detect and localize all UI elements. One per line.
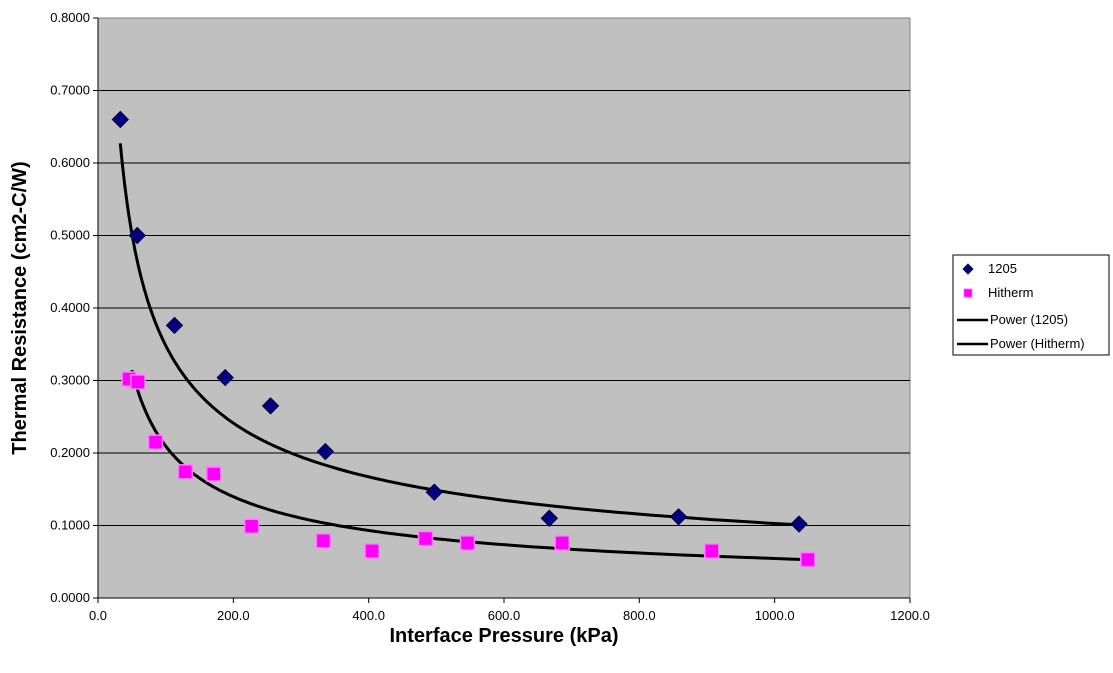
legend-label-power-1205: Power (1205) — [990, 312, 1068, 327]
marker-series-0 — [261, 397, 280, 415]
gridlines — [98, 90, 910, 526]
marker-series-0 — [316, 442, 335, 461]
marker-series-1 — [703, 543, 720, 559]
trendline-1 — [130, 369, 808, 562]
marker-series-0 — [669, 508, 688, 526]
marker-series-1 — [315, 532, 332, 549]
legend-marker-1205 — [962, 263, 974, 275]
x-axis-title: Interface Pressure (kPa) — [389, 625, 618, 647]
marker-series-0 — [790, 515, 808, 533]
marker-series-1 — [364, 543, 380, 559]
x-tick-label: 400.0 — [352, 608, 385, 623]
y-tick-label: 0.5000 — [50, 228, 90, 243]
marker-series-1 — [417, 530, 434, 547]
data-markers — [111, 110, 816, 568]
y-axis-ticks: 0.0000 0.1000 0.2000 0.3000 0.4000 0.5000 0.60… — [50, 10, 99, 605]
marker-series-1 — [130, 374, 146, 390]
marker-series-1 — [554, 535, 570, 551]
y-tick-label: 0.1000 — [50, 518, 90, 533]
y-tick-label: 0.6000 — [50, 155, 90, 170]
marker-series-0 — [540, 509, 559, 527]
legend-label-1205: 1205 — [988, 261, 1017, 276]
marker-series-1 — [205, 466, 222, 482]
marker-series-0 — [128, 226, 146, 245]
x-tick-label: 1200.0 — [890, 608, 930, 623]
marker-series-1 — [459, 535, 476, 551]
marker-series-1 — [243, 518, 260, 534]
marker-series-0 — [111, 110, 130, 129]
trendlines — [118, 143, 808, 562]
x-tick-label: 600.0 — [488, 608, 521, 623]
x-tick-label: 1000.0 — [755, 608, 795, 623]
y-tick-label: 0.2000 — [50, 445, 90, 460]
marker-series-0 — [425, 483, 444, 501]
y-axis-title: Thermal Resistance (cm2-C/W) — [9, 161, 31, 454]
marker-series-1 — [800, 551, 816, 568]
x-tick-label: 0.0 — [89, 608, 107, 623]
legend-label-power-hitherm: Power (Hitherm) — [990, 336, 1085, 351]
marker-series-1 — [147, 434, 164, 450]
legend-box — [952, 254, 1110, 356]
x-axis-ticks: 0.0 200.0 400.0 600.0 800.0 1000.0 1200.0 — [89, 597, 930, 623]
marker-series-0 — [216, 368, 234, 387]
y-tick-label: 0.7000 — [50, 83, 90, 98]
x-tick-label: 200.0 — [217, 608, 250, 623]
y-tick-label: 0.8000 — [50, 10, 90, 25]
y-tick-label: 0.4000 — [50, 300, 90, 315]
y-tick-label: 0.3000 — [50, 373, 90, 388]
x-tick-label: 800.0 — [623, 608, 656, 623]
marker-series-1 — [177, 464, 194, 480]
legend: 1205 Hitherm Power (1205) Power (Hitherm… — [952, 254, 1110, 356]
legend-marker-hitherm — [963, 288, 973, 298]
marker-series-0 — [165, 316, 184, 335]
trendline-0 — [118, 143, 800, 527]
y-tick-label: 0.0000 — [50, 590, 90, 605]
legend-label-hitherm: Hitherm — [988, 285, 1034, 300]
